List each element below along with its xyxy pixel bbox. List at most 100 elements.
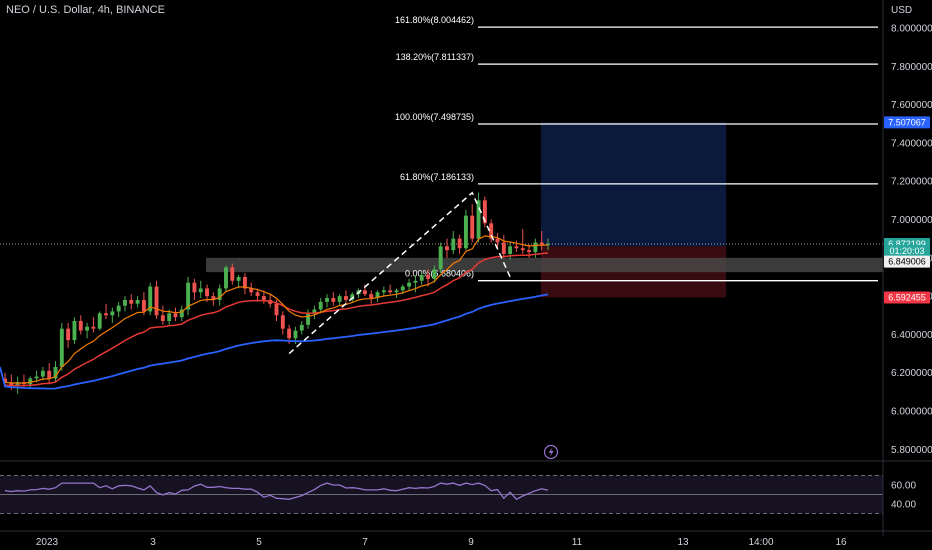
- time-tick-label: 14:00: [748, 537, 773, 548]
- candle: [123, 299, 127, 306]
- candle: [104, 313, 108, 316]
- candle: [331, 298, 336, 302]
- time-tick-label: 7: [362, 537, 368, 548]
- rsi-line: [4, 482, 549, 501]
- candle: [312, 309, 317, 314]
- candle: [173, 313, 178, 318]
- candle: [476, 200, 481, 239]
- candle: [451, 238, 456, 251]
- candle: [141, 299, 146, 312]
- candle: [78, 320, 83, 331]
- candle: [362, 290, 367, 295]
- ema-mid-line: [4, 252, 549, 387]
- candle: [514, 246, 519, 249]
- candle: [224, 267, 228, 289]
- candle: [160, 315, 165, 321]
- candle: [249, 288, 254, 293]
- candle: [394, 290, 399, 293]
- candle: [40, 370, 45, 377]
- candle: [59, 328, 64, 367]
- time-tick-label: 3: [150, 537, 156, 548]
- candle: [438, 246, 443, 270]
- price-tick-label: 6.200000: [891, 368, 932, 379]
- candle: [179, 309, 184, 318]
- candle: [72, 320, 77, 341]
- candle: [154, 286, 159, 316]
- candle: [15, 382, 20, 387]
- candle: [426, 275, 430, 279]
- candle: [280, 315, 285, 329]
- price-tick-label: 7.400000: [891, 138, 932, 149]
- candle: [445, 246, 449, 251]
- candle: [91, 326, 96, 329]
- candle: [28, 378, 33, 385]
- fib-level-label: 138.20%(7.811337): [396, 52, 474, 62]
- candle: [539, 242, 544, 245]
- price-tick-label: 6.000000: [891, 407, 932, 418]
- price-badge: [884, 245, 930, 258]
- candle: [501, 242, 506, 254]
- candle: [242, 276, 247, 289]
- candle: [198, 288, 203, 293]
- candle: [97, 313, 102, 329]
- candle: [211, 296, 216, 300]
- flash-icon[interactable]: [543, 444, 559, 460]
- candle: [375, 292, 380, 299]
- time-tick-label: 16: [835, 537, 847, 548]
- price-badge: [884, 291, 930, 304]
- candle: [527, 250, 532, 253]
- fib-level-label: 0.00%(6.680406): [405, 269, 474, 279]
- candle: [381, 290, 386, 293]
- candle: [116, 305, 121, 312]
- candle: [274, 303, 279, 316]
- candle: [369, 294, 374, 299]
- candle: [192, 282, 197, 293]
- candle: [236, 276, 241, 281]
- candle: [482, 200, 487, 224]
- candle: [350, 294, 355, 300]
- candle: [66, 328, 71, 341]
- rsi-tick-label: 60.00: [891, 481, 916, 492]
- time-tick-label: 13: [677, 537, 689, 548]
- candle: [53, 366, 58, 379]
- candle: [495, 238, 500, 243]
- candle: [306, 313, 311, 325]
- price-tick-label: 8.000000: [891, 24, 932, 35]
- candle: [230, 267, 235, 281]
- price-tick-label: 7.200000: [891, 177, 932, 188]
- candle: [413, 280, 418, 283]
- price-tick-label: 7.000000: [891, 215, 932, 226]
- candle: [407, 282, 412, 287]
- price-tick-label: 7.600000: [891, 100, 932, 111]
- candle: [470, 215, 475, 239]
- time-tick-label: 2023: [36, 537, 59, 548]
- price-badge-label: 6.849006: [888, 257, 926, 267]
- projection-path: [288, 191, 511, 355]
- candle: [388, 290, 393, 293]
- price-tick-label: 7.800000: [891, 62, 932, 73]
- price-tick-label: 5.800000: [891, 445, 932, 456]
- candle: [508, 246, 513, 254]
- candle: [546, 244, 550, 246]
- candle: [261, 296, 266, 300]
- flash-icon-bolt: [548, 447, 554, 457]
- flash-icon-ring: [543, 444, 559, 460]
- candle: [167, 313, 172, 321]
- candle: [318, 301, 323, 310]
- fib-level-label: 100.00%(7.498735): [395, 112, 474, 122]
- price-badge: [884, 116, 930, 129]
- candle: [432, 269, 437, 279]
- candle: [400, 286, 405, 291]
- ema-fast-line: [4, 235, 549, 384]
- candle: [489, 223, 494, 239]
- candle: [129, 299, 134, 304]
- price-tick-label: 6.400000: [891, 330, 932, 341]
- candle: [85, 326, 90, 331]
- candle: [287, 328, 292, 339]
- candle: [217, 288, 222, 300]
- candle: [148, 286, 153, 312]
- candle: [419, 275, 424, 281]
- ema-slow-line: [0, 293, 549, 390]
- price-badge-label: 01:20:03: [889, 246, 924, 256]
